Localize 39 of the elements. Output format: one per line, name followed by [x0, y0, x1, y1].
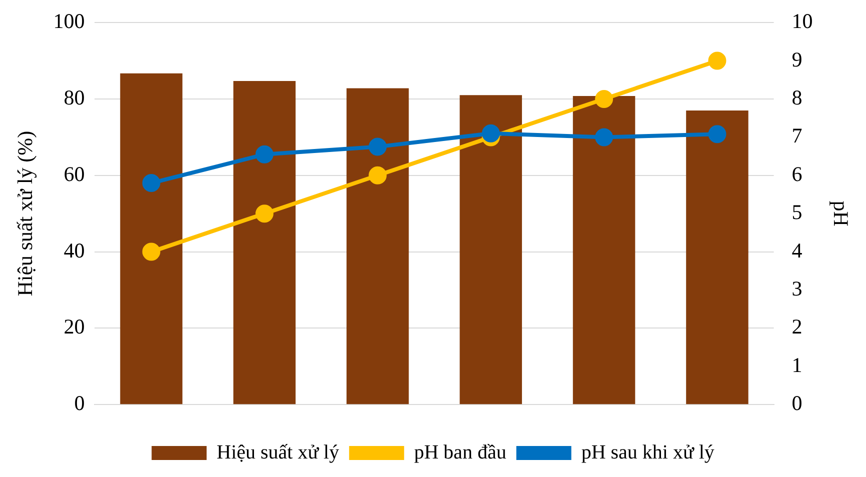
- y2-tick-label: 4: [792, 238, 803, 262]
- bar: [346, 88, 409, 404]
- bar: [120, 73, 182, 404]
- point: [482, 124, 500, 142]
- y2-axis-title: pH: [828, 200, 853, 226]
- point: [595, 90, 614, 108]
- y-tick-label: 40: [64, 238, 85, 262]
- y2-tick-label: 0: [792, 391, 802, 416]
- y2-tick-label: 1: [792, 352, 802, 377]
- bar: [572, 96, 636, 404]
- point: [595, 128, 614, 146]
- y-tick-label: 100: [53, 9, 85, 34]
- point: [142, 174, 160, 192]
- bar: [460, 95, 522, 404]
- point: [255, 204, 274, 223]
- y2-tick-label: 3: [792, 276, 802, 301]
- y2-tick-label: 10: [792, 9, 813, 34]
- legend-label: Hiệu suất xử lý: [216, 441, 340, 464]
- y2-tick-label: 8: [792, 86, 802, 110]
- y2-tick-label: 5: [792, 200, 802, 224]
- y-axis-title: Hiệu suất xử lý (%): [13, 130, 38, 296]
- y2-tick-label: 2: [792, 314, 802, 339]
- y2-tick-label: 6: [792, 162, 802, 186]
- point: [142, 242, 160, 261]
- y-tick-label: 20: [64, 314, 85, 339]
- y2-tick-label: 9: [792, 47, 802, 72]
- legend-label: pH ban đầu: [414, 441, 506, 464]
- legend-label: pH sau khi xử lý: [581, 441, 714, 464]
- y-tick-label: 0: [74, 391, 85, 416]
- y-tick-label: 80: [64, 86, 85, 110]
- point: [368, 166, 387, 184]
- point: [708, 125, 726, 144]
- bar: [686, 110, 748, 404]
- point: [708, 52, 726, 70]
- y2-tick-label: 7: [792, 124, 802, 148]
- point: [368, 138, 387, 156]
- point: [255, 145, 274, 164]
- bar: [233, 81, 296, 404]
- y-tick-label: 60: [64, 162, 85, 186]
